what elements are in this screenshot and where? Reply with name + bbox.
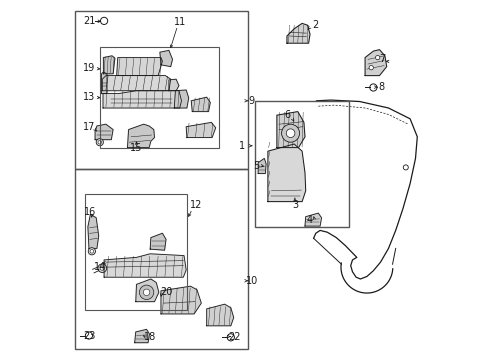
Text: 11: 11 <box>173 17 185 27</box>
Polygon shape <box>117 58 162 76</box>
Polygon shape <box>102 72 107 94</box>
Polygon shape <box>286 23 309 43</box>
Text: 12: 12 <box>189 200 202 210</box>
Polygon shape <box>150 233 166 250</box>
Circle shape <box>98 264 106 273</box>
Polygon shape <box>136 279 159 302</box>
Text: 19: 19 <box>82 63 95 73</box>
Text: 9: 9 <box>248 96 254 106</box>
Circle shape <box>375 55 379 60</box>
Circle shape <box>101 17 107 24</box>
Circle shape <box>285 129 294 138</box>
Text: 14: 14 <box>94 262 106 272</box>
Polygon shape <box>102 76 170 91</box>
Text: 4: 4 <box>305 215 312 225</box>
Polygon shape <box>134 329 149 343</box>
Polygon shape <box>103 56 115 74</box>
Text: 17: 17 <box>82 122 95 132</box>
Text: 5: 5 <box>252 161 259 171</box>
Polygon shape <box>174 90 188 108</box>
Bar <box>85 194 186 310</box>
Text: 18: 18 <box>144 332 156 342</box>
Text: 2: 2 <box>312 20 318 30</box>
Polygon shape <box>95 124 113 140</box>
Polygon shape <box>88 214 99 248</box>
Text: 7: 7 <box>378 54 385 64</box>
Polygon shape <box>206 304 233 326</box>
Polygon shape <box>168 79 179 91</box>
Text: 22: 22 <box>228 332 240 342</box>
Polygon shape <box>267 144 305 202</box>
Circle shape <box>143 289 149 296</box>
Text: 6: 6 <box>284 110 290 120</box>
Text: 20: 20 <box>160 287 172 297</box>
Circle shape <box>281 124 299 142</box>
Polygon shape <box>276 112 305 148</box>
Text: 13: 13 <box>82 92 95 102</box>
Polygon shape <box>103 91 181 108</box>
Circle shape <box>100 266 104 270</box>
Circle shape <box>139 285 153 300</box>
Circle shape <box>98 140 102 144</box>
Circle shape <box>403 165 407 170</box>
Polygon shape <box>186 122 215 138</box>
Bar <box>75 11 247 169</box>
Polygon shape <box>191 97 210 112</box>
Circle shape <box>96 139 103 146</box>
Text: 23: 23 <box>82 330 95 341</box>
Text: 3: 3 <box>291 200 297 210</box>
Polygon shape <box>305 213 321 226</box>
Text: 8: 8 <box>377 82 384 92</box>
Bar <box>75 169 247 349</box>
Circle shape <box>368 66 373 70</box>
Circle shape <box>227 334 234 341</box>
Bar <box>255 101 348 227</box>
Text: 16: 16 <box>84 207 96 217</box>
Bar <box>101 47 219 148</box>
Polygon shape <box>258 158 265 174</box>
Polygon shape <box>127 124 154 148</box>
Polygon shape <box>104 254 186 277</box>
Circle shape <box>85 332 92 339</box>
Text: 1: 1 <box>239 141 245 151</box>
Text: 10: 10 <box>245 276 257 286</box>
Text: 15: 15 <box>130 143 142 153</box>
Polygon shape <box>160 50 172 67</box>
Polygon shape <box>161 286 201 314</box>
Polygon shape <box>365 50 386 76</box>
Circle shape <box>88 248 95 255</box>
Circle shape <box>90 249 94 253</box>
Circle shape <box>369 84 376 91</box>
Text: 21: 21 <box>82 16 95 26</box>
